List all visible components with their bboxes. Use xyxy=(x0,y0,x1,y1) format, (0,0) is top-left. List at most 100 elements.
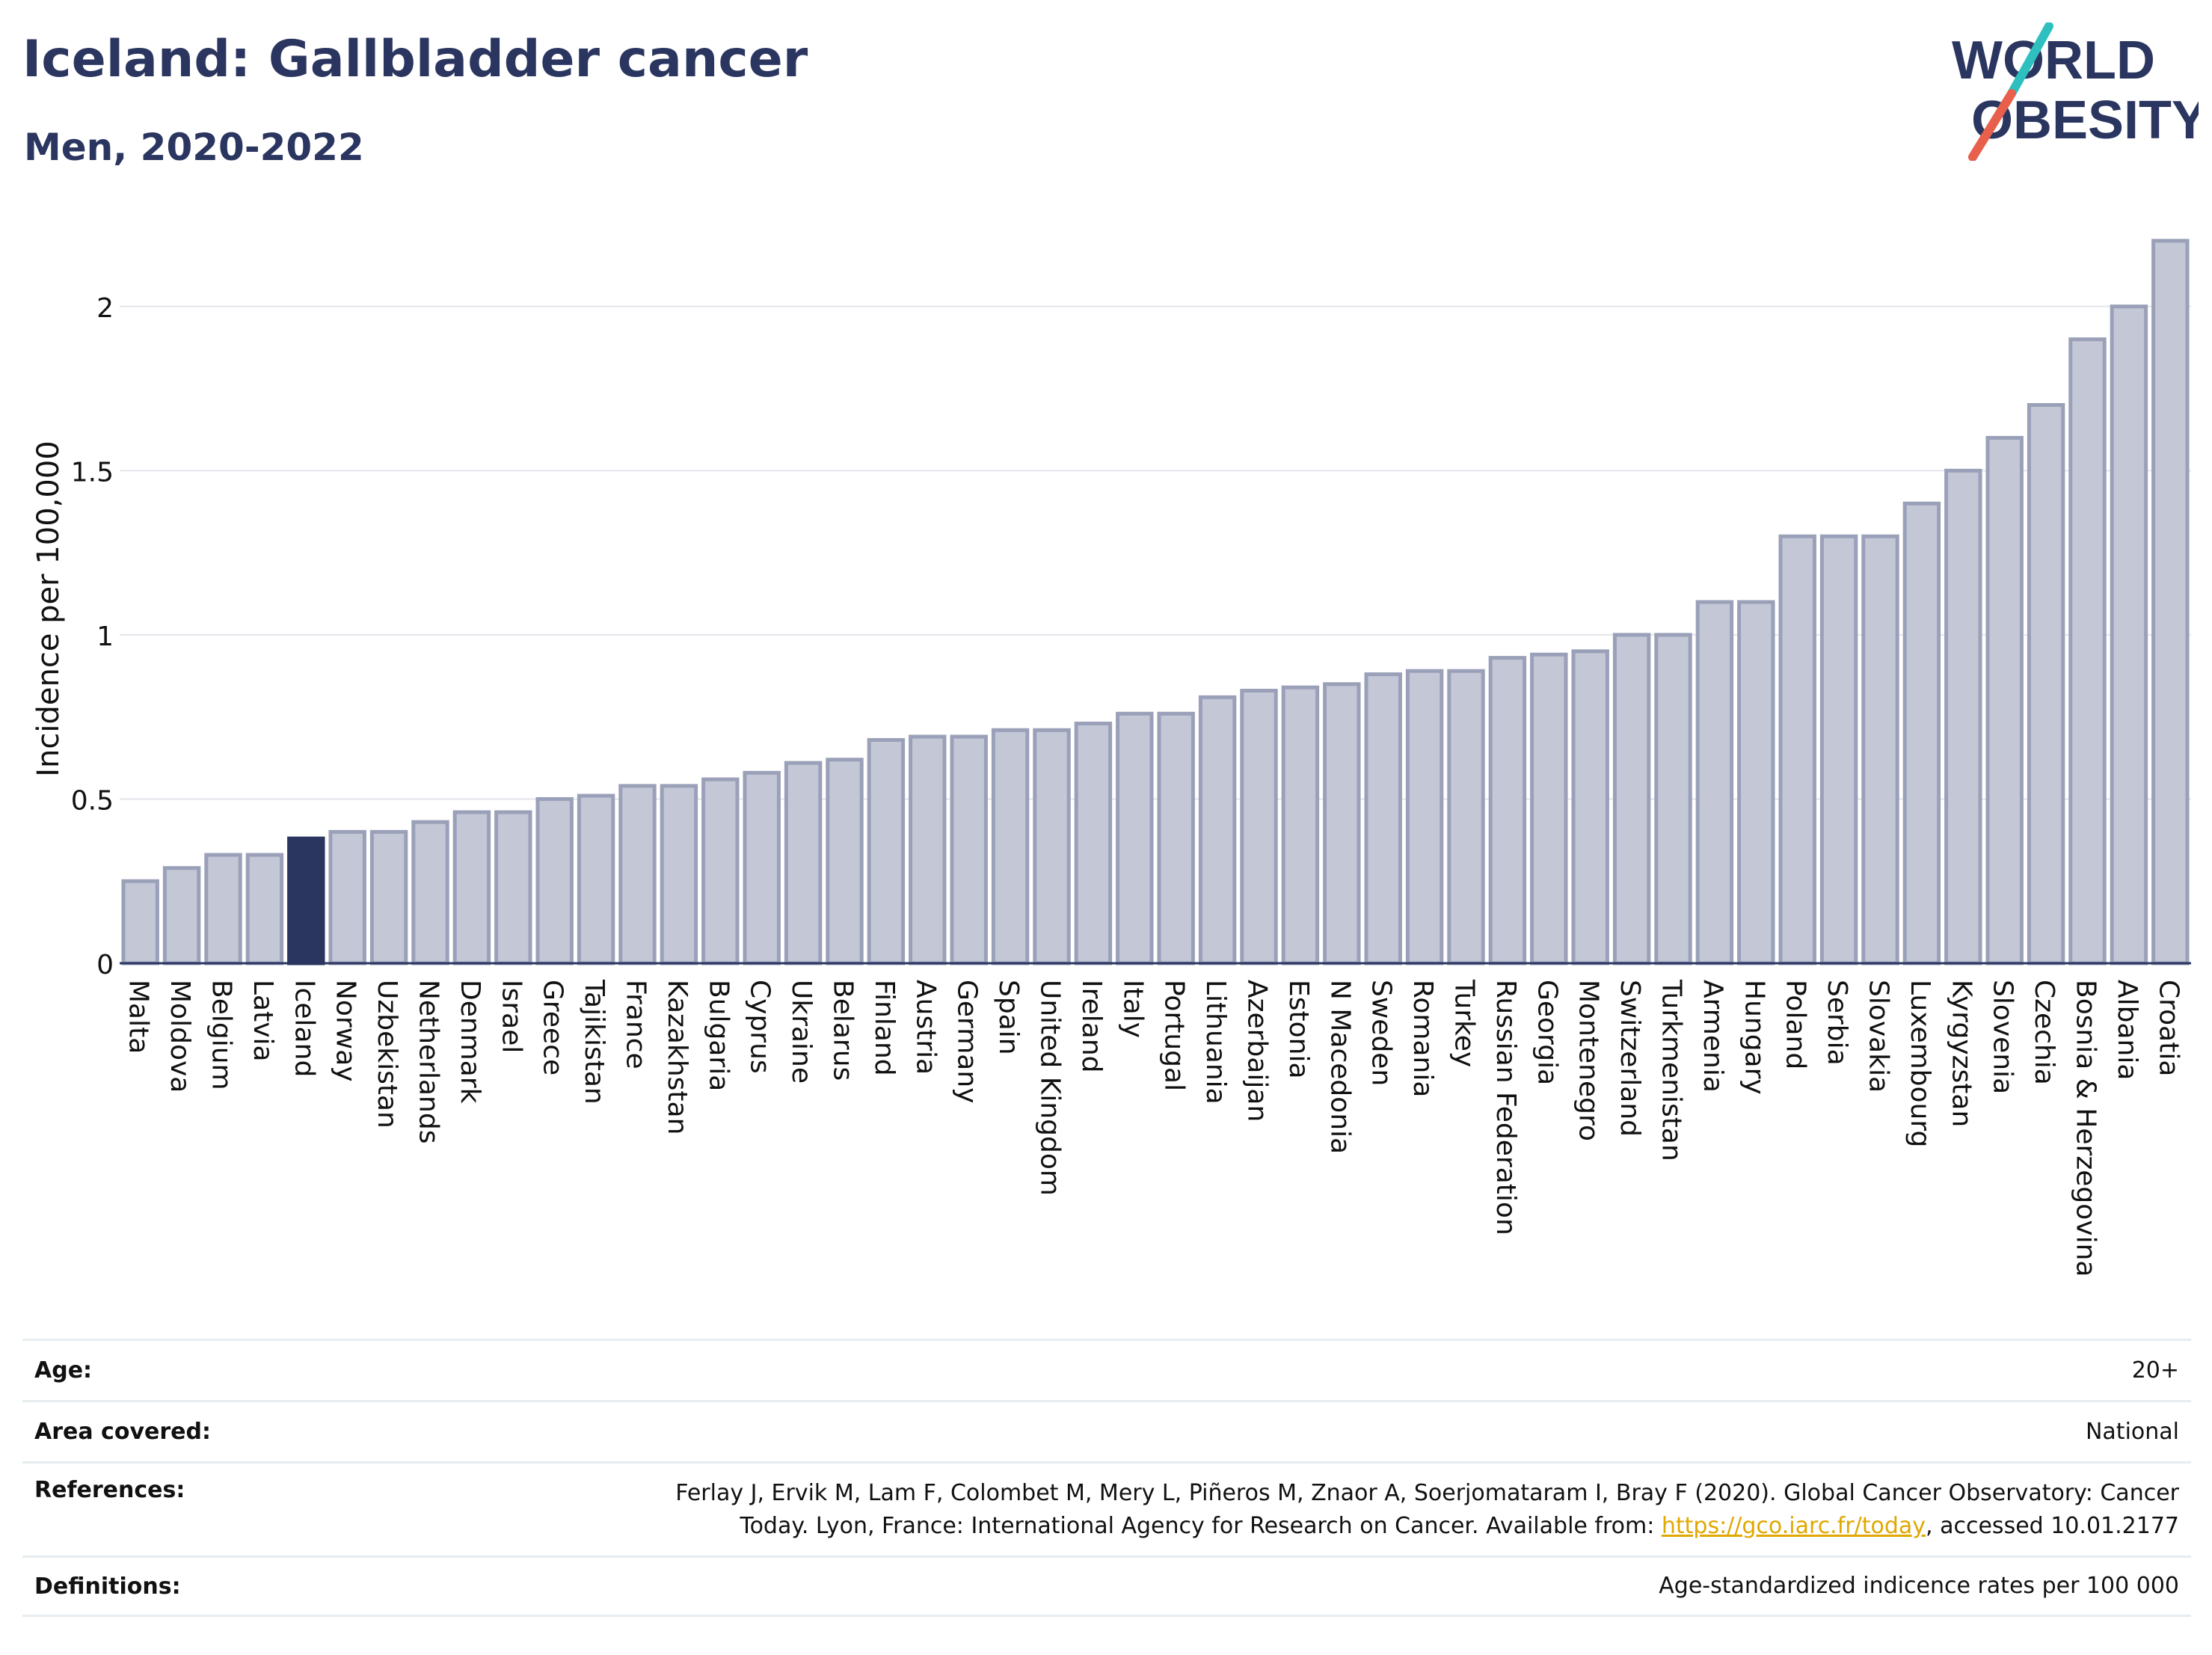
bar xyxy=(121,879,159,965)
x-tick-label: Greece xyxy=(538,980,568,1075)
x-tick-label: Sweden xyxy=(1366,980,1397,1086)
x-tick-label: Uzbekistan xyxy=(372,980,402,1129)
x-tick-label: Bosnia & Herzegovina xyxy=(2071,980,2101,1277)
bar xyxy=(1571,649,1609,965)
bar xyxy=(1612,633,1651,965)
references-link[interactable]: https://gco.iarc.fr/today xyxy=(1661,1512,1926,1539)
x-tick-label: Netherlands xyxy=(414,980,444,1143)
bar xyxy=(1447,669,1485,965)
bar xyxy=(1695,600,1734,965)
bar xyxy=(1116,711,1154,965)
x-tick-label: Belgium xyxy=(206,980,237,1090)
x-tick-label: Hungary xyxy=(1739,980,1769,1095)
page-subtitle: Men, 2020-2022 xyxy=(24,126,364,169)
bar xyxy=(2027,403,2065,965)
x-tick-label: Turkmenistan xyxy=(1656,979,1687,1161)
bar xyxy=(1944,468,1982,965)
bar xyxy=(1033,728,1071,965)
y-axis-label: Incidence per 100,000 xyxy=(31,440,66,777)
x-tick-label: Slovakia xyxy=(1864,980,1894,1093)
bar xyxy=(1157,711,1195,965)
bar xyxy=(1323,682,1361,965)
bar xyxy=(2151,239,2190,965)
bar xyxy=(1819,534,1858,965)
x-tick-label: Azerbaijan xyxy=(1242,980,1273,1122)
bars xyxy=(121,239,2190,965)
x-tick-label: Norway xyxy=(331,980,361,1082)
x-tick-label: Portugal xyxy=(1159,980,1190,1091)
x-tick-label: Poland xyxy=(1781,980,1811,1069)
world-obesity-logo: WORLD OBESITY xyxy=(1952,22,2199,161)
bar xyxy=(577,793,615,965)
bar xyxy=(701,777,740,965)
y-axis-ticks: 0 0.5 1 1.5 2 xyxy=(71,293,114,980)
references-value: Ferlay J, Ervik M, Lam F, Colombet M, Me… xyxy=(675,1477,2179,1543)
bar xyxy=(1281,685,1320,965)
x-tick-label: Croatia xyxy=(2153,980,2184,1076)
x-tick-label: Kyrgyzstan xyxy=(1946,980,1976,1127)
bar xyxy=(1405,669,1444,965)
bar xyxy=(1074,721,1113,965)
bar xyxy=(494,810,532,965)
x-tick-label: Lithuania xyxy=(1200,980,1231,1105)
x-tick-label: Russian Federation xyxy=(1490,980,1521,1235)
x-tick-label: Italy xyxy=(1117,980,1148,1038)
x-tick-label: Belarus xyxy=(828,980,858,1081)
x-tick-label: Spain xyxy=(993,980,1024,1055)
x-tick-label: Armenia xyxy=(1698,980,1728,1093)
bar xyxy=(867,737,906,965)
bar xyxy=(950,734,988,965)
bar xyxy=(991,728,1030,965)
y-tick-label: 1 xyxy=(96,621,114,652)
bar xyxy=(1240,689,1278,965)
x-axis-ticks: Malta Moldova Belgium Latvia Iceland Norway Uz… xyxy=(123,979,2184,1277)
x-tick-label: Israel xyxy=(496,980,526,1053)
x-tick-label: Czechia xyxy=(2029,980,2059,1085)
x-tick-label: Luxembourg xyxy=(1905,980,1935,1147)
logo-slash-teal xyxy=(2007,22,2053,98)
bar xyxy=(660,784,698,965)
bar xyxy=(287,836,325,965)
page-title: Iceland: Gallbladder cancer xyxy=(22,30,808,89)
meta-row-references: References: Ferlay J, Ervik M, Lam F, Co… xyxy=(22,1461,2191,1556)
bar xyxy=(162,866,201,965)
x-tick-label: Cyprus xyxy=(745,980,775,1074)
area-label: Area covered: xyxy=(34,1419,211,1445)
bar xyxy=(535,796,574,965)
bar xyxy=(826,758,864,965)
bar xyxy=(743,770,781,965)
x-tick-label: Denmark xyxy=(455,980,485,1104)
definitions-value: Age-standardized indicence rates per 100… xyxy=(1659,1573,2179,1599)
bar xyxy=(2110,304,2148,965)
references-line1: Ferlay J, Ervik M, Lam F, Colombet M, Me… xyxy=(675,1479,2179,1506)
x-tick-label: Montenegro xyxy=(1573,980,1604,1141)
x-tick-label: Turkey xyxy=(1449,979,1480,1067)
x-tick-label: United Kingdom xyxy=(1035,980,1066,1196)
bar xyxy=(1902,501,1941,965)
bar xyxy=(1364,672,1402,965)
bar xyxy=(1488,656,1527,965)
x-tick-label: Germany xyxy=(952,980,983,1103)
y-tick-label: 2 xyxy=(96,293,114,324)
y-tick-label: 1.5 xyxy=(71,457,114,488)
bar xyxy=(204,853,242,965)
bar xyxy=(411,820,449,965)
bar xyxy=(328,829,366,965)
bar xyxy=(1778,534,1816,965)
area-value: National xyxy=(2085,1418,2179,1445)
x-tick-label: Switzerland xyxy=(1615,980,1645,1137)
x-tick-label: Moldova xyxy=(165,980,195,1093)
bar xyxy=(369,829,408,965)
y-tick-label: 0 xyxy=(96,950,114,980)
x-tick-label: Iceland xyxy=(289,980,319,1077)
bar xyxy=(784,761,823,965)
x-tick-label: Ireland xyxy=(1076,980,1107,1073)
bar-chart: 0 0.5 1 1.5 2 Malta Moldova Belgium Latvia Icela… xyxy=(31,239,2191,1277)
x-tick-label: Ukraine xyxy=(786,980,817,1084)
x-tick-label: Albania xyxy=(2112,980,2142,1080)
bar xyxy=(1737,600,1775,965)
bar xyxy=(909,734,947,965)
x-tick-label: Kazakhstan xyxy=(662,980,692,1134)
bar xyxy=(1985,435,2024,965)
references-line2-pre: Today. Lyon, France: International Agenc… xyxy=(740,1512,1662,1539)
